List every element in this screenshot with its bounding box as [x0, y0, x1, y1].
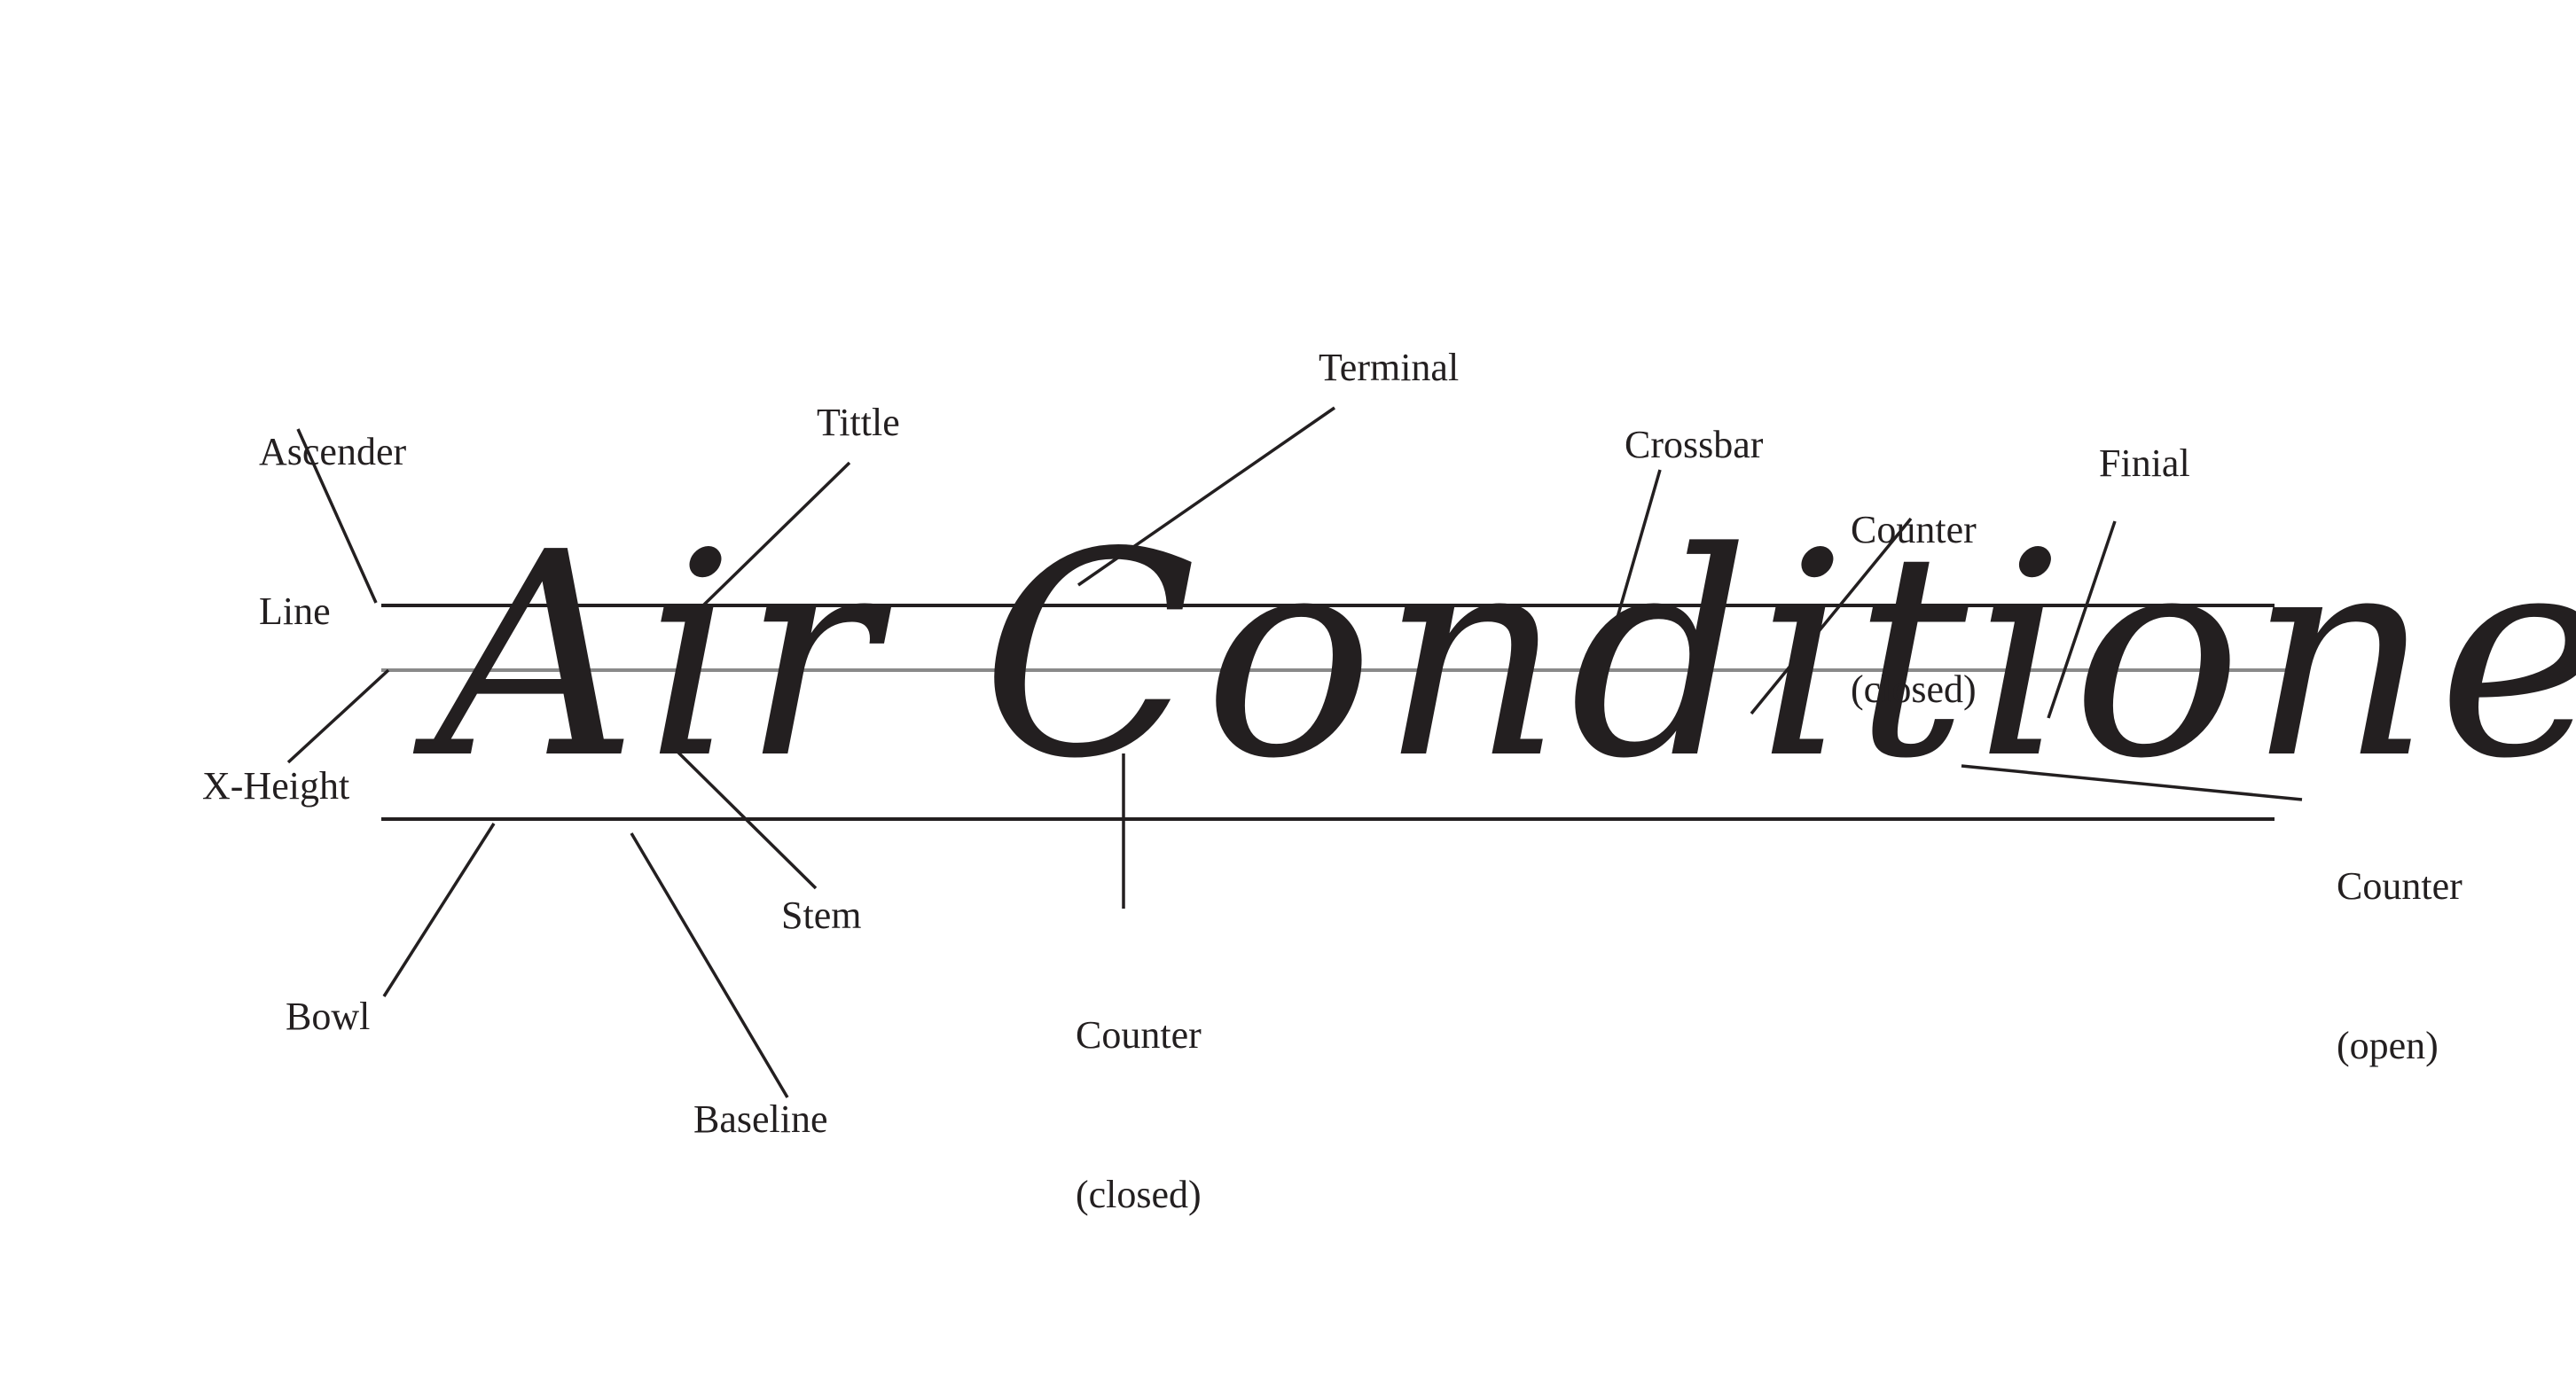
specimen-text: Air Conditioner	[435, 492, 2576, 820]
label-counter-open: Counter (open)	[2337, 864, 2462, 1067]
label-x-height: X-Height	[202, 764, 350, 808]
leader-lines	[286, 406, 2303, 1098]
label-tittle: Tittle	[817, 401, 900, 444]
leader-counter-open	[1961, 764, 2303, 801]
leader-ascender-line	[296, 428, 378, 604]
leader-tittle	[701, 461, 851, 607]
label-ascender-line: Ascender Line	[259, 430, 407, 633]
label-baseline: Baseline	[693, 1097, 828, 1141]
leader-bowl	[382, 823, 496, 997]
label-counter-closed-top: Counter (closed)	[1851, 508, 1977, 711]
leader-terminal	[1077, 406, 1335, 587]
label-counter-closed-bottom: Counter (closed)	[1076, 1013, 1202, 1216]
leader-stem	[674, 748, 818, 890]
label-finial: Finial	[2099, 441, 2190, 485]
leader-finial	[2047, 520, 2117, 719]
label-bowl: Bowl	[286, 995, 371, 1038]
leader-baseline	[630, 832, 789, 1098]
leader-counter-closed-top	[1750, 517, 1913, 715]
label-stem: Stem	[781, 894, 862, 937]
label-terminal: Terminal	[1319, 346, 1460, 389]
leader-x-height	[286, 668, 390, 764]
leader-crossbar	[1603, 469, 1662, 661]
label-crossbar: Crossbar	[1625, 423, 1764, 466]
